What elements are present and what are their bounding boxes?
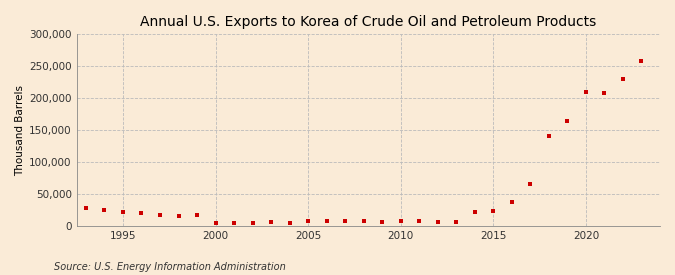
Point bbox=[284, 221, 295, 225]
Point bbox=[377, 219, 387, 224]
Point bbox=[340, 219, 350, 223]
Title: Annual U.S. Exports to Korea of Crude Oil and Petroleum Products: Annual U.S. Exports to Korea of Crude Oi… bbox=[140, 15, 597, 29]
Point bbox=[599, 91, 610, 95]
Point bbox=[469, 210, 480, 214]
Point bbox=[433, 219, 443, 224]
Point bbox=[173, 214, 184, 219]
Point bbox=[229, 221, 240, 225]
Point bbox=[210, 221, 221, 226]
Point bbox=[136, 211, 147, 215]
Point bbox=[543, 134, 554, 139]
Point bbox=[414, 219, 425, 224]
Point bbox=[618, 77, 628, 81]
Point bbox=[80, 206, 91, 210]
Point bbox=[580, 90, 591, 94]
Point bbox=[247, 221, 258, 226]
Point bbox=[266, 220, 277, 224]
Point bbox=[506, 199, 517, 204]
Point bbox=[451, 220, 462, 224]
Point bbox=[99, 208, 110, 212]
Point bbox=[358, 219, 369, 224]
Point bbox=[396, 219, 406, 223]
Point bbox=[192, 213, 202, 217]
Point bbox=[155, 213, 165, 217]
Point bbox=[636, 59, 647, 63]
Point bbox=[303, 219, 314, 224]
Point bbox=[525, 182, 536, 186]
Text: Source: U.S. Energy Information Administration: Source: U.S. Energy Information Administ… bbox=[54, 262, 286, 272]
Y-axis label: Thousand Barrels: Thousand Barrels bbox=[15, 85, 25, 176]
Point bbox=[488, 208, 499, 213]
Point bbox=[117, 210, 128, 214]
Point bbox=[321, 219, 332, 223]
Point bbox=[562, 118, 573, 123]
